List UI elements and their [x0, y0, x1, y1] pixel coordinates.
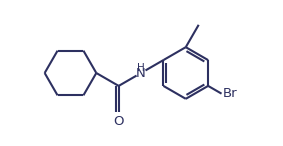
Text: Br: Br	[223, 87, 237, 100]
Text: N: N	[136, 67, 146, 80]
Text: H: H	[137, 63, 145, 73]
Text: O: O	[113, 115, 124, 128]
